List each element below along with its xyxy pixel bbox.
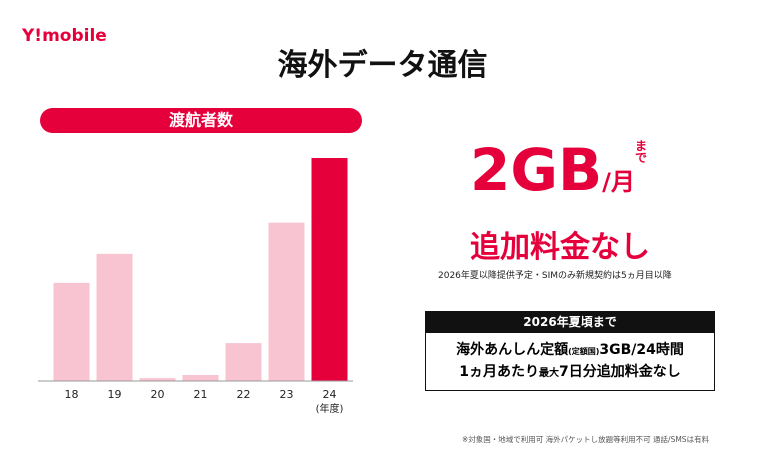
bar — [53, 282, 90, 381]
info-line: 1ヵ月あたり最大7日分追加料金なし — [426, 361, 714, 381]
info-small: (定額国) — [568, 347, 600, 356]
info-box-header: 2026年夏頃まで — [426, 312, 714, 333]
bar — [96, 253, 133, 381]
bar — [182, 374, 219, 381]
note: 2026年夏以降提供予定・SIMのみ新規契約は5ヵ月目以降 — [438, 271, 672, 281]
bar — [268, 222, 305, 381]
x-axis-label: (年度) — [316, 402, 344, 415]
slide-title: 海外データ通信 — [277, 48, 488, 83]
bar — [225, 343, 262, 381]
headline-per: /月 — [602, 168, 635, 196]
info-line: 海外あんしん定額(定額国)3GB/24時間 — [426, 339, 714, 359]
headline-amount: 2GB — [470, 136, 603, 204]
headline: 2GB/月 まで — [470, 136, 648, 204]
logo: Y!mobile — [22, 26, 107, 46]
x-tick-label: 21 — [194, 388, 208, 401]
info-box: 2026年夏頃まで 海外あんしん定額(定額国)3GB/24時間 1ヵ月あたり最大… — [425, 311, 715, 391]
info-small: 最大 — [539, 368, 559, 379]
footnote: ※対象国・地域で利用可 海外パケットし放題等利用不可 通話/SMSは有料 — [462, 435, 710, 444]
chart-title-pill — [40, 108, 362, 133]
bar — [311, 158, 348, 381]
x-tick-label: 23 — [280, 388, 294, 401]
x-tick-label: 22 — [237, 388, 251, 401]
chart-title: 渡航者数 — [169, 111, 234, 130]
x-tick-label: 24 — [323, 388, 337, 401]
headline-until: まで — [634, 139, 647, 165]
x-tick-label: 20 — [151, 388, 165, 401]
info-text: 海外あんしん定額 — [456, 342, 569, 358]
bar — [139, 378, 176, 381]
info-text: 1ヵ月あたり — [459, 364, 539, 380]
x-tick-label: 19 — [108, 388, 122, 401]
x-tick-label: 18 — [65, 388, 79, 401]
info-text: 7日分追加料金なし — [559, 364, 681, 380]
info-text: 3GB/24時間 — [599, 342, 684, 358]
headline-main: 追加料金なし — [470, 230, 650, 265]
